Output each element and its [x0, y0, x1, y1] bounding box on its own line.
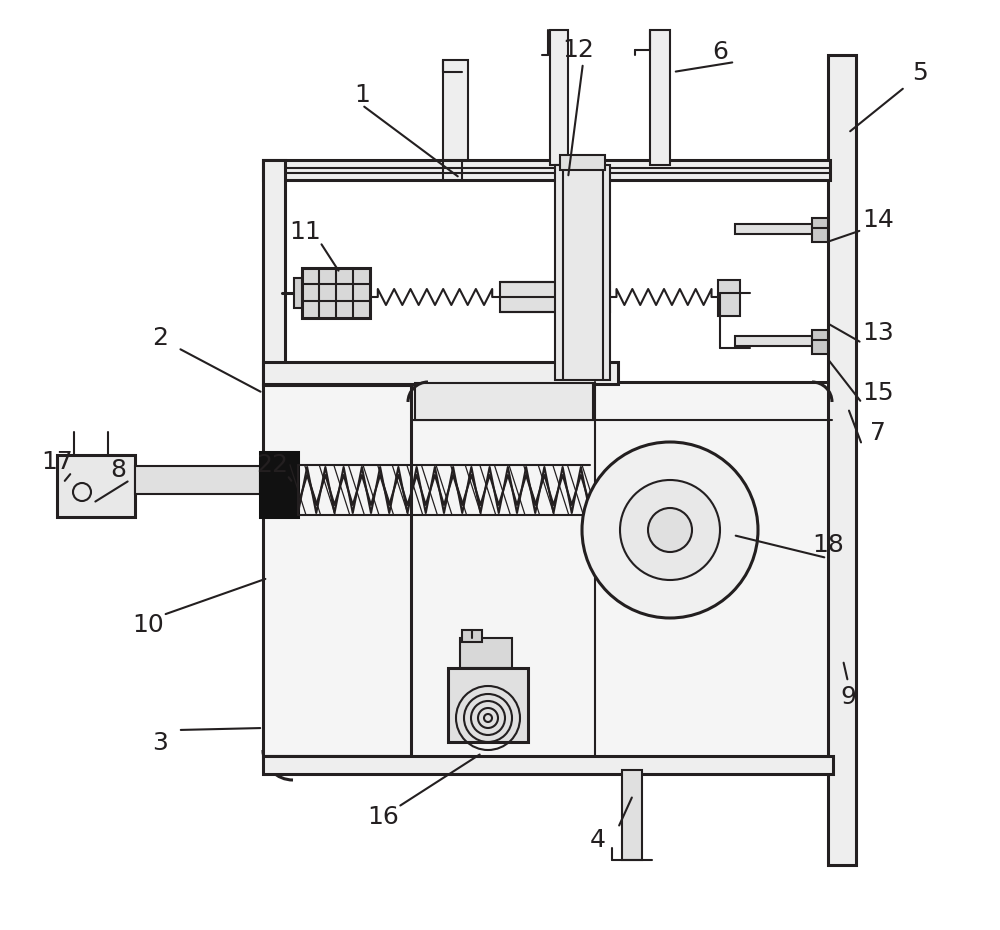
- Text: 7: 7: [870, 421, 886, 445]
- Bar: [260, 452, 298, 517]
- Bar: [812, 330, 828, 354]
- Bar: [735, 224, 815, 234]
- Bar: [57, 455, 135, 517]
- Bar: [460, 638, 512, 668]
- Bar: [650, 30, 670, 165]
- Bar: [294, 278, 302, 308]
- Circle shape: [620, 480, 720, 580]
- Bar: [263, 756, 833, 774]
- Text: 9: 9: [840, 685, 856, 709]
- Bar: [550, 30, 568, 165]
- Text: 2: 2: [152, 326, 168, 350]
- Bar: [622, 770, 642, 860]
- Text: 15: 15: [862, 381, 894, 405]
- Bar: [555, 165, 610, 380]
- Bar: [263, 160, 830, 180]
- Text: 6: 6: [712, 40, 728, 64]
- Text: 10: 10: [132, 613, 164, 637]
- Bar: [828, 55, 856, 865]
- Bar: [812, 218, 828, 242]
- Text: 12: 12: [562, 38, 594, 62]
- Bar: [302, 268, 370, 318]
- Text: 16: 16: [367, 805, 399, 829]
- Bar: [735, 336, 815, 346]
- Bar: [560, 155, 605, 170]
- Bar: [415, 383, 593, 420]
- Bar: [263, 362, 618, 384]
- Bar: [263, 160, 285, 385]
- Text: 13: 13: [862, 321, 894, 345]
- Text: 1: 1: [354, 83, 370, 107]
- Bar: [408, 382, 832, 770]
- Bar: [718, 280, 740, 316]
- Text: 14: 14: [862, 208, 894, 232]
- Circle shape: [582, 442, 758, 618]
- Text: 4: 4: [590, 828, 606, 852]
- Bar: [462, 630, 482, 642]
- Text: 18: 18: [812, 533, 844, 557]
- Circle shape: [648, 508, 692, 552]
- Bar: [263, 385, 411, 758]
- Text: 5: 5: [912, 61, 928, 85]
- Text: 3: 3: [152, 731, 168, 755]
- Bar: [443, 60, 468, 160]
- Bar: [448, 668, 528, 742]
- Text: 17: 17: [41, 450, 73, 474]
- Text: 11: 11: [289, 220, 321, 244]
- Text: 8: 8: [110, 458, 126, 482]
- Bar: [500, 282, 610, 312]
- Text: 22: 22: [256, 453, 288, 477]
- Bar: [135, 466, 260, 494]
